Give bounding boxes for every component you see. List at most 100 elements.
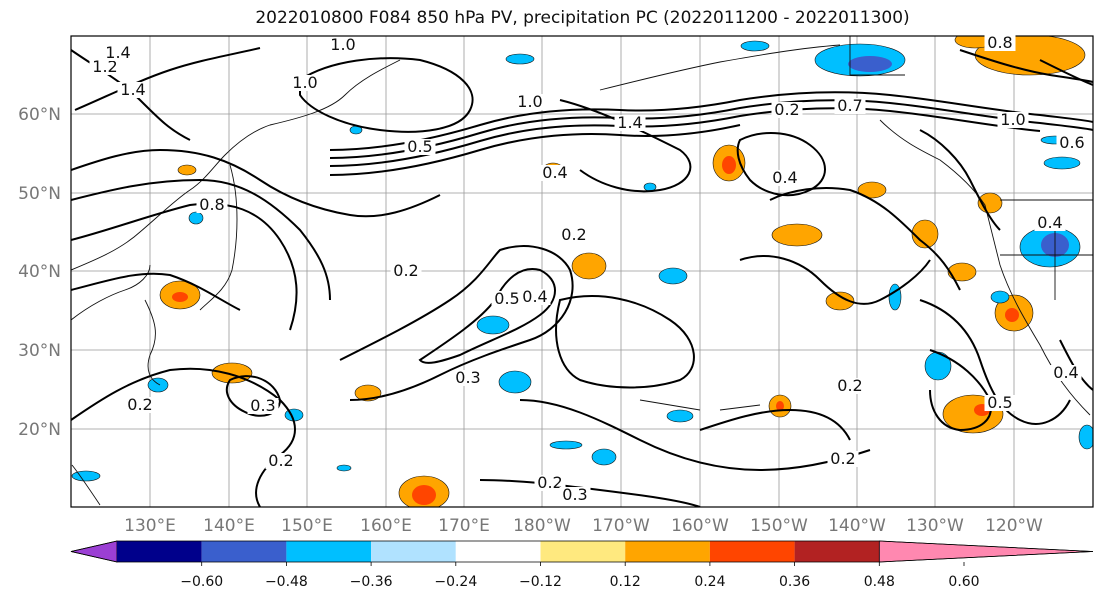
colorbar-tick-label: 0.48 xyxy=(864,574,895,590)
contour-label-background xyxy=(614,115,646,131)
contour-label: 0.3 xyxy=(455,368,480,387)
colorbar-segment xyxy=(286,541,372,562)
contour-label: 0.2 xyxy=(393,261,418,280)
longitude-label: 170°W xyxy=(592,516,650,536)
contour-label-background xyxy=(117,82,149,98)
contour-label: 0.5 xyxy=(987,393,1012,412)
contour-label: 0.4 xyxy=(1053,363,1078,382)
contour-label-background xyxy=(265,453,297,469)
contour-label-background xyxy=(247,398,279,414)
colorbar-segment xyxy=(371,541,456,562)
colorbar-tick-label: 0.36 xyxy=(779,574,810,590)
contour-label: 0.5 xyxy=(407,137,432,156)
contour-label-background xyxy=(196,197,228,213)
contour-label-background xyxy=(452,370,484,386)
contour-label: 1.2 xyxy=(92,57,117,76)
longitude-label: 170°E xyxy=(438,516,490,536)
contour-label: 0.4 xyxy=(1037,213,1062,232)
colorbar-min-arrow xyxy=(70,540,118,563)
contour-label-background xyxy=(89,59,121,75)
longitude-label: 140°E xyxy=(203,516,255,536)
colorbar-tick-label: −0.24 xyxy=(434,574,477,590)
contour-label-background xyxy=(539,165,571,181)
latitude-label: 30°N xyxy=(18,341,61,361)
colorbar-segment xyxy=(540,541,626,562)
contour-label-background xyxy=(390,263,422,279)
longitude-label: 150°W xyxy=(750,516,808,536)
contour-label-background xyxy=(289,75,321,91)
longitude-label: 130°E xyxy=(124,516,176,536)
longitude-labels: 130°E 140°E 150°E 160°E 170°E 180°W 170°W 160°W… xyxy=(124,516,1043,536)
longitude-label: 130°W xyxy=(906,516,964,536)
latitude-label: 50°N xyxy=(18,184,61,204)
colorbar-outline xyxy=(70,540,1094,563)
contour-label: 1.0 xyxy=(1000,110,1025,129)
colorbar-tick-label: −0.36 xyxy=(350,574,393,590)
contour-label-background xyxy=(491,291,523,307)
colorbar-segment xyxy=(201,541,287,562)
contour-label: 0.6 xyxy=(1059,133,1084,152)
latitude-labels: 60°N 50°N 40°N 30°N 20°N xyxy=(18,105,61,440)
colorbar-segment xyxy=(709,541,795,562)
contour-label: 1.4 xyxy=(105,43,130,62)
contour-label-background xyxy=(984,35,1016,51)
precipitation-shading xyxy=(71,36,1093,507)
pv-contours xyxy=(71,47,1093,507)
colorbar-segment xyxy=(625,541,710,562)
map-frame xyxy=(70,35,1094,508)
contour-label: 1.0 xyxy=(292,73,317,92)
colorbar xyxy=(70,540,1094,563)
contour-label: 0.8 xyxy=(987,33,1012,52)
contour-label-background xyxy=(984,395,1016,411)
contour-label: 0.2 xyxy=(537,473,562,492)
longitude-label: 120°W xyxy=(985,516,1043,536)
colorbar-segment xyxy=(455,541,541,562)
contour-label-background xyxy=(519,289,551,305)
colorbar-tick-label: 0.12 xyxy=(610,574,641,590)
colorbar-tick-label: −0.12 xyxy=(519,574,562,590)
longitude-label: 150°E xyxy=(281,516,333,536)
contour-label-background xyxy=(1050,365,1082,381)
contour-label-background xyxy=(327,37,359,53)
contour-label-background xyxy=(1034,215,1066,231)
contour-label-background xyxy=(769,170,801,186)
colorbar-tick-label: −0.60 xyxy=(180,574,223,590)
longitude-label: 160°E xyxy=(360,516,412,536)
longitude-label: 160°W xyxy=(671,516,729,536)
colorbar-tick-label: 0.60 xyxy=(948,574,979,590)
contour-label: 0.2 xyxy=(830,449,855,468)
contour-label-background xyxy=(124,397,156,413)
latitude-label: 20°N xyxy=(18,420,61,440)
contour-label: 1.4 xyxy=(120,80,145,99)
contour-label-background xyxy=(1056,135,1088,151)
colorbar-segment xyxy=(794,541,880,562)
contour-label: 0.4 xyxy=(522,287,547,306)
contour-label-background xyxy=(827,451,859,467)
contour-label-background xyxy=(404,139,436,155)
contour-label: 1.0 xyxy=(517,92,542,111)
contour-label: 0.7 xyxy=(837,96,862,115)
colorbar-max-arrow xyxy=(878,540,1094,563)
contour-label: 1.4 xyxy=(617,113,642,132)
contour-label: 0.8 xyxy=(199,195,224,214)
longitude-label: 140°W xyxy=(828,516,886,536)
latitude-label: 60°N xyxy=(18,105,61,125)
contour-label-background xyxy=(771,102,803,118)
contour-label: 0.3 xyxy=(250,396,275,415)
contour-label: 0.2 xyxy=(127,395,152,414)
contour-label: 0.2 xyxy=(837,376,862,395)
longitude-label: 180°W xyxy=(513,516,571,536)
contour-label-background xyxy=(102,45,134,61)
colorbar-tick-label: −0.48 xyxy=(265,574,308,590)
contour-label-background xyxy=(834,98,866,114)
contour-label-background xyxy=(514,94,546,110)
contour-label: 1.0 xyxy=(330,35,355,54)
colorbar-labels: −0.60 −0.48 −0.36 −0.24 −0.12 0.12 0.24 0.36 0.4… xyxy=(180,562,980,590)
contour-label-background xyxy=(997,112,1029,128)
colorbar-tick-label: 0.24 xyxy=(694,574,725,590)
contour-label: 0.4 xyxy=(542,163,567,182)
contour-label: 0.2 xyxy=(561,225,586,244)
contour-label-background xyxy=(558,227,590,243)
contour-label: 0.3 xyxy=(562,485,587,504)
